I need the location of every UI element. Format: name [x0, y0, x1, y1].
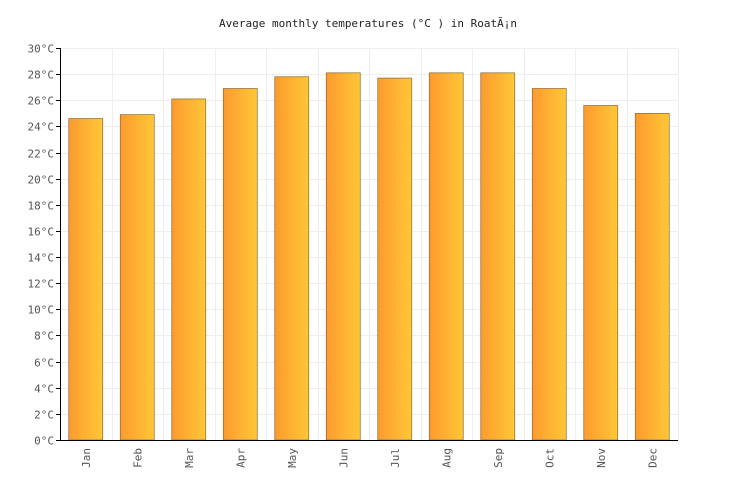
y-axis-ticks: 0°C 2°C 4°C 6°C 8°C 10°C 12°C 14°C 16°C 18°C 20°C 2…: [28, 43, 60, 448]
y-tick-label: 4°C: [34, 383, 54, 396]
x-tick-label: Aug: [440, 448, 453, 468]
bar-sep: [480, 72, 516, 441]
bar-jan: [68, 118, 104, 441]
x-tick-label: Dec: [646, 448, 659, 468]
bar-jul: [377, 77, 413, 441]
x-tick-label: May: [286, 448, 299, 468]
grid-lines: [60, 48, 679, 441]
y-tick-label: 22°C: [28, 148, 55, 161]
x-tick-label: Nov: [595, 448, 608, 468]
x-tick-label: Jul: [389, 448, 402, 468]
x-tick-label: Feb: [131, 448, 144, 468]
bar-apr: [222, 88, 258, 441]
y-tick-label: 18°C: [28, 200, 55, 213]
x-tick-label: Oct: [543, 448, 556, 468]
bar-oct: [531, 88, 567, 441]
bar-jun: [325, 72, 361, 441]
y-tick-label: 2°C: [34, 409, 54, 422]
y-tick-label: 16°C: [28, 226, 55, 239]
y-tick-label: 10°C: [28, 304, 55, 317]
x-tick-label: Sep: [492, 448, 505, 468]
x-axis-ticks: Jan Feb Mar Apr May Jun Jul Aug Sep Oct Nov Dec: [80, 448, 660, 468]
x-tick-label: Jun: [337, 448, 350, 468]
bar-mar: [171, 98, 207, 441]
bar-dec: [634, 112, 670, 441]
bar-may: [274, 76, 310, 441]
bars: [68, 72, 670, 441]
y-tick-label: 20°C: [28, 174, 55, 187]
x-tick-label: Jan: [80, 448, 93, 468]
y-tick-label: 0°C: [34, 435, 54, 448]
y-tick-label: 8°C: [34, 330, 54, 343]
y-tick-label: 26°C: [28, 95, 55, 108]
bar-feb: [119, 114, 155, 441]
y-tick-label: 24°C: [28, 121, 55, 134]
y-tick-label: 6°C: [34, 357, 54, 370]
x-tick-label: Apr: [234, 448, 247, 468]
chart-title: Average monthly temperatures (°C ) in Ro…: [219, 17, 517, 30]
y-tick-label: 12°C: [28, 278, 55, 291]
axes: [60, 48, 678, 441]
bar-aug: [428, 72, 464, 441]
y-tick-label: 14°C: [28, 252, 55, 265]
bar-nov: [583, 105, 619, 441]
y-tick-label: 28°C: [28, 69, 55, 82]
x-tick-label: Mar: [183, 448, 196, 468]
y-tick-label: 30°C: [28, 43, 55, 56]
